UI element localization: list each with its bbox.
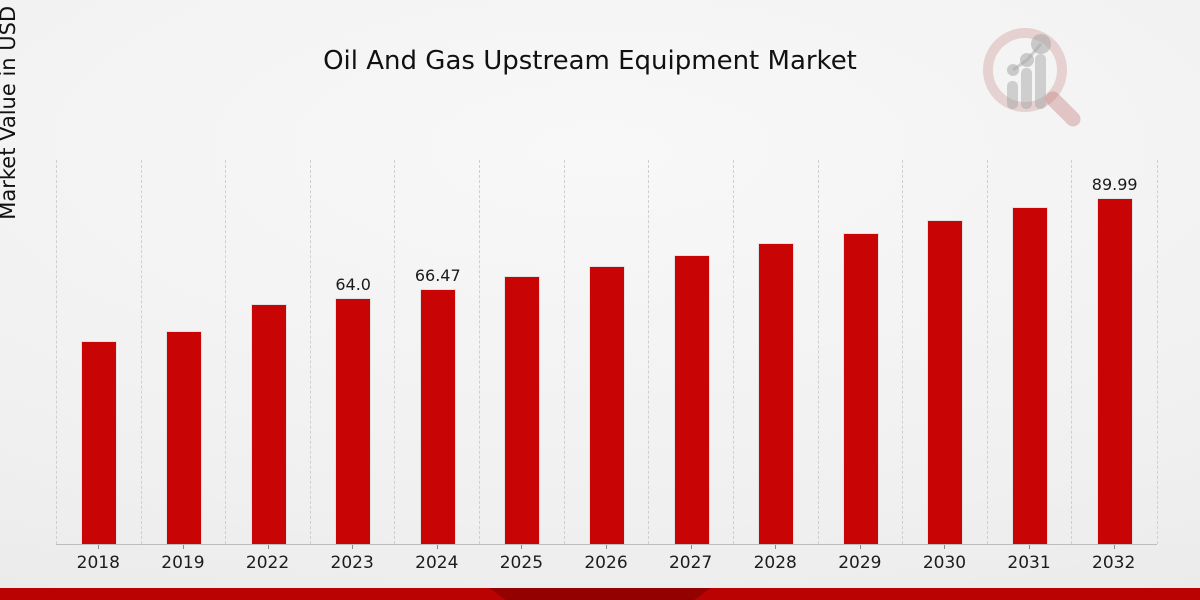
bar-2022 bbox=[250, 304, 287, 544]
x-tick-2027 bbox=[690, 545, 692, 549]
bar-2019 bbox=[165, 331, 202, 544]
bar-value-label-2024: 66.47 bbox=[414, 266, 461, 285]
bar-2029 bbox=[842, 233, 879, 544]
x-tick-2018 bbox=[98, 545, 100, 549]
x-tick-2019 bbox=[182, 545, 184, 549]
x-tick-2024 bbox=[436, 545, 438, 549]
category-slot-2032: 89.99 bbox=[1071, 160, 1158, 544]
bar-2027 bbox=[673, 255, 710, 544]
category-slot-2028 bbox=[732, 160, 819, 544]
bar-value-label-2023: 64.0 bbox=[335, 275, 371, 294]
footer-red-band bbox=[0, 588, 1200, 600]
category-slot-2024: 66.47 bbox=[394, 160, 480, 544]
x-axis-line bbox=[56, 544, 1157, 545]
x-tick-label-2018: 2018 bbox=[76, 553, 120, 573]
x-tick-label-2027: 2027 bbox=[668, 553, 713, 573]
category-slot-2031 bbox=[986, 160, 1073, 544]
bar-2028 bbox=[758, 243, 795, 544]
category-slot-2029 bbox=[817, 160, 904, 544]
x-tick-label-2025: 2025 bbox=[499, 553, 544, 573]
category-slot-2026 bbox=[563, 160, 650, 544]
category-slot-2018 bbox=[56, 160, 142, 544]
x-tick-2028 bbox=[775, 545, 777, 549]
bar-2024 bbox=[419, 289, 456, 544]
bar-2030 bbox=[927, 220, 964, 544]
bar-2023 bbox=[335, 298, 372, 544]
bar-2018 bbox=[81, 341, 118, 544]
x-tick-label-2023: 2023 bbox=[330, 553, 374, 573]
x-tick-2025 bbox=[521, 545, 523, 549]
x-tick-label-2032: 2032 bbox=[1092, 553, 1136, 573]
category-slot-2025 bbox=[479, 160, 565, 544]
x-tick-label-2031: 2031 bbox=[1007, 553, 1051, 573]
x-tick-label-2029: 2029 bbox=[838, 553, 882, 573]
x-tick-2032 bbox=[1113, 545, 1115, 549]
x-tick-label-2022: 2022 bbox=[245, 553, 290, 573]
bar-value-label-2032: 89.99 bbox=[1091, 175, 1138, 194]
category-slot-2019 bbox=[140, 160, 227, 544]
x-tick-2030 bbox=[944, 545, 946, 549]
x-tick-label-2019: 2019 bbox=[161, 553, 205, 573]
x-tick-2029 bbox=[859, 545, 861, 549]
x-tick-2026 bbox=[606, 545, 607, 549]
bar-2032 bbox=[1096, 198, 1133, 544]
bar-2025 bbox=[504, 276, 541, 544]
magnifier-bar-chart-logo-icon bbox=[983, 28, 1081, 127]
x-tick-label-2028: 2028 bbox=[753, 553, 797, 573]
category-slot-2023: 64.0 bbox=[309, 160, 396, 544]
category-slot-2030 bbox=[902, 160, 988, 544]
x-tick-2022 bbox=[267, 545, 269, 549]
footer-band-fold bbox=[489, 588, 711, 600]
category-slot-2027 bbox=[648, 160, 734, 544]
plot-area: 64.0 66.47 89.99 bbox=[56, 160, 1158, 544]
x-tick-label-2024: 2024 bbox=[415, 553, 459, 573]
bar-2026 bbox=[588, 266, 625, 544]
y-axis-label: Market Value in USD Billion bbox=[0, 0, 20, 220]
chart-title: Oil And Gas Upstream Equipment Market bbox=[323, 46, 857, 76]
x-tick-label-2030: 2030 bbox=[922, 553, 967, 573]
x-tick-label-2026: 2026 bbox=[584, 553, 628, 573]
x-tick-2023 bbox=[352, 545, 354, 549]
bar-2031 bbox=[1012, 207, 1049, 544]
x-tick-2031 bbox=[1029, 545, 1031, 549]
category-slot-2022 bbox=[225, 160, 311, 544]
